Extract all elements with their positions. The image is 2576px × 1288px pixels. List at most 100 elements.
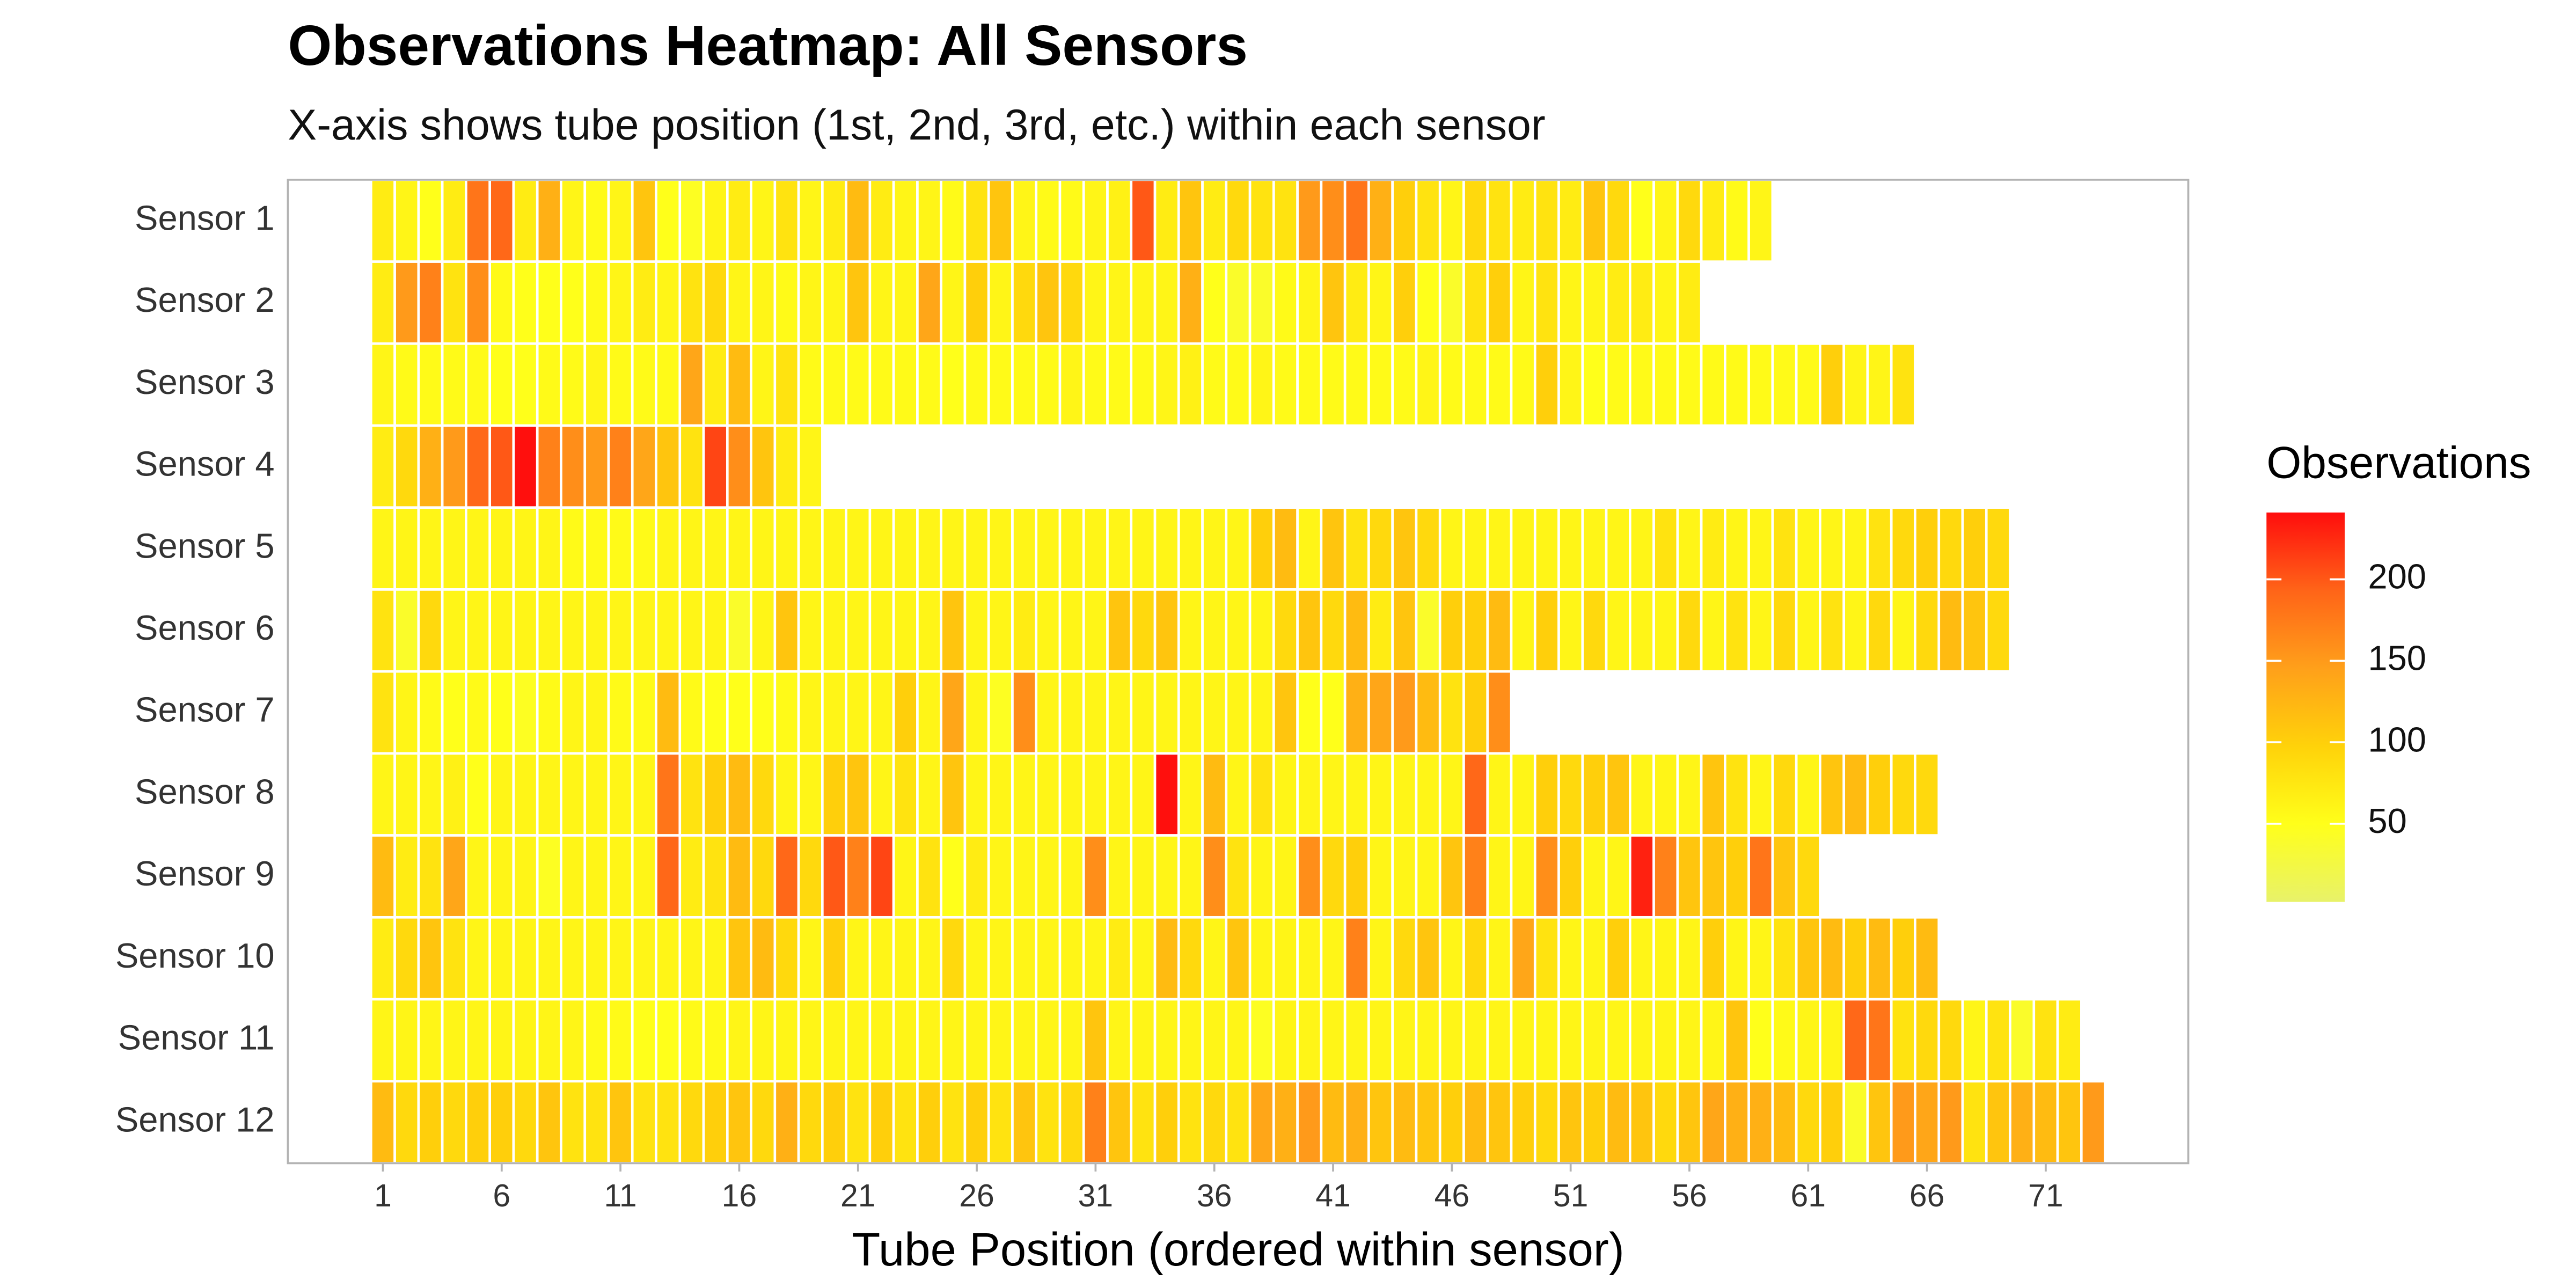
- colorbar: [2266, 513, 2345, 902]
- heat-cell: [1130, 916, 1157, 1001]
- heat-cell: [750, 506, 777, 591]
- heat-cell: [1058, 178, 1085, 263]
- heat-cell: [1201, 178, 1228, 263]
- heat-cell: [1130, 998, 1157, 1083]
- heat-cell: [1914, 998, 1941, 1083]
- heat-cell: [1177, 506, 1204, 591]
- heat-cell: [607, 998, 634, 1083]
- heat-cell: [607, 916, 634, 1001]
- heat-cell: [370, 260, 396, 345]
- heat-cell: [583, 916, 610, 1001]
- heat-cell: [916, 506, 943, 591]
- heat-cell: [868, 342, 895, 427]
- heat-cell: [393, 752, 420, 837]
- x-tick-label: 61: [1791, 1179, 1826, 1213]
- heat-cell: [1724, 178, 1750, 263]
- heat-cell: [1628, 998, 1655, 1083]
- heat-cell: [1225, 1080, 1252, 1165]
- heat-cell: [1937, 506, 1964, 591]
- heat-cell: [1700, 834, 1726, 919]
- heat-cell: [797, 178, 824, 263]
- heat-cell: [488, 670, 515, 755]
- heat-cell: [1153, 260, 1180, 345]
- heat-cell: [1961, 506, 1988, 591]
- heat-cell: [1819, 998, 1846, 1083]
- heat-cell: [1462, 752, 1489, 837]
- heat-cell: [750, 1080, 777, 1165]
- heat-cell: [1320, 260, 1346, 345]
- heat-cell: [1343, 670, 1370, 755]
- heat-cell: [512, 342, 539, 427]
- heat-cell: [1343, 834, 1370, 919]
- heat-cell: [393, 260, 420, 345]
- heat-cell: [1486, 916, 1513, 1001]
- heat-cell: [892, 834, 919, 919]
- heat-cell: [1605, 916, 1631, 1001]
- heat-cell: [821, 588, 847, 673]
- heat-cell: [1225, 834, 1252, 919]
- heat-cell: [1011, 178, 1038, 263]
- heat-cell: [1438, 1080, 1465, 1165]
- heat-cell: [1153, 1080, 1180, 1165]
- heat-cell: [678, 588, 705, 673]
- heat-cell: [1391, 916, 1418, 1001]
- heat-cell: [488, 834, 515, 919]
- heat-cell: [1724, 1080, 1750, 1165]
- heat-cell: [1795, 1080, 1821, 1165]
- heat-cell: [370, 178, 396, 263]
- heat-cell: [963, 752, 990, 837]
- heat-cell: [1676, 998, 1703, 1083]
- heat-cell: [1058, 916, 1085, 1001]
- heat-cell: [916, 1080, 943, 1165]
- heat-cell: [631, 834, 657, 919]
- heat-cell: [1795, 834, 1821, 919]
- heat-cell: [1058, 752, 1085, 837]
- heat-cell: [1035, 506, 1062, 591]
- heat-cell: [797, 670, 824, 755]
- heat-cell: [1890, 506, 1916, 591]
- heat-cell: [940, 588, 967, 673]
- heat-cell: [1153, 916, 1180, 1001]
- heat-cell: [845, 178, 872, 263]
- heat-cell: [1082, 342, 1109, 427]
- heat-cell: [821, 506, 847, 591]
- x-tick-label: 26: [959, 1179, 994, 1213]
- heat-cell: [773, 588, 800, 673]
- heat-cell: [1272, 260, 1299, 345]
- heat-cell: [441, 342, 467, 427]
- heat-cell: [536, 506, 562, 591]
- heat-cell: [1320, 998, 1346, 1083]
- heat-cell: [631, 260, 657, 345]
- heat-cell: [987, 752, 1014, 837]
- y-tick-label: Sensor 5: [135, 526, 275, 565]
- heat-cell: [2009, 998, 2036, 1083]
- heat-cell: [1724, 588, 1750, 673]
- heat-cell: [1272, 342, 1299, 427]
- heat-cell: [1510, 588, 1536, 673]
- chart-subtitle: X-axis shows tube position (1st, 2nd, 3r…: [288, 101, 1545, 149]
- heat-cell: [1533, 506, 1560, 591]
- heat-cell: [1106, 588, 1133, 673]
- heat-cell: [1011, 670, 1038, 755]
- heat-cell: [465, 1080, 491, 1165]
- heat-cell: [512, 998, 539, 1083]
- heat-cell: [417, 916, 444, 1001]
- heat-cell: [1438, 834, 1465, 919]
- heat-cell: [1035, 342, 1062, 427]
- heat-cell: [726, 834, 752, 919]
- heat-cell: [940, 916, 967, 1001]
- heat-cell: [655, 506, 682, 591]
- heat-cell: [821, 178, 847, 263]
- heat-cell: [1082, 998, 1109, 1083]
- heat-cell: [1248, 752, 1275, 837]
- heat-cell: [963, 834, 990, 919]
- x-tick-label: 31: [1078, 1179, 1114, 1213]
- heat-cell: [1866, 506, 1893, 591]
- heat-cell: [1557, 1080, 1584, 1165]
- heat-cell: [1438, 342, 1465, 427]
- x-axis-title: Tube Position (ordered within sensor): [852, 1224, 1624, 1276]
- heat-cell: [1628, 178, 1655, 263]
- y-tick-label: Sensor 1: [135, 198, 275, 237]
- heat-cell: [1082, 178, 1109, 263]
- heat-cell: [1177, 998, 1204, 1083]
